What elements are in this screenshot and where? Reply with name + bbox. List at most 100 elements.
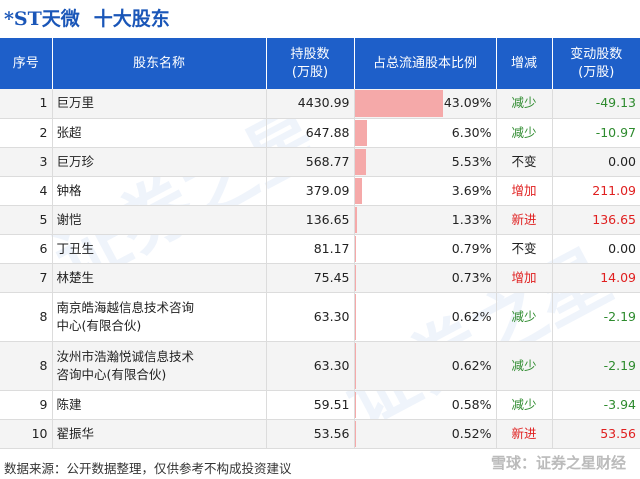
holder-name-cell: 林楚生 <box>52 263 267 293</box>
rank-cell: 8 <box>0 292 53 342</box>
ratio-cell: 5.53% <box>354 147 497 177</box>
ratio-bar <box>354 293 356 340</box>
change-type-label: 减少 <box>511 396 537 412</box>
header-shares: 持股数 (万股) <box>266 38 355 89</box>
change-shares-cell: -49.13 <box>552 89 640 119</box>
ratio-label: 0.79% <box>451 240 492 256</box>
table-row: 7 林楚生 75.45 0.73% 增加 14.09 <box>0 263 640 293</box>
shares-cell: 568.77 <box>266 147 355 177</box>
change-shares-cell: 211.09 <box>552 176 640 206</box>
shares-cell: 4430.99 <box>266 89 355 119</box>
holder-name-cell: 陈建 <box>52 390 267 420</box>
ratio-bar <box>354 119 368 146</box>
shares-cell: 63.30 <box>266 341 355 391</box>
change-type-cell: 减少 <box>496 341 553 391</box>
change-type-label: 新进 <box>511 425 537 441</box>
ratio-label: 1.33% <box>451 211 492 227</box>
holder-name-line: 丁丑生 <box>56 240 95 256</box>
rank-cell: 7 <box>0 263 53 293</box>
change-type-label: 增加 <box>511 182 537 198</box>
ratio-cell: 0.73% <box>354 263 497 293</box>
change-shares-cell: -2.19 <box>552 292 640 342</box>
chart-title: *ST天微 十大股东 <box>4 2 170 32</box>
data-source-note: 数据来源：公开数据整理，仅供参考不构成投资建议 <box>4 461 292 476</box>
change-type-label: 不变 <box>511 240 537 256</box>
ratio-cell: 0.52% <box>354 419 497 449</box>
change-type-label: 减少 <box>511 357 537 373</box>
shares-cell: 63.30 <box>266 292 355 342</box>
ratio-cell: 0.62% <box>354 341 497 391</box>
rank-cell: 10 <box>0 419 53 449</box>
ratio-cell: 0.62% <box>354 292 497 342</box>
ratio-label: 0.73% <box>451 269 492 285</box>
ratio-bar <box>354 148 366 175</box>
ratio-cell: 0.79% <box>354 234 497 264</box>
holder-name-cell: 巨万里 <box>52 89 267 119</box>
holder-name-cell: 张超 <box>52 118 267 148</box>
ratio-bar <box>354 342 356 389</box>
shares-cell: 136.65 <box>266 205 355 235</box>
change-shares-cell: 53.56 <box>552 419 640 449</box>
holder-name-line: 翟振华 <box>56 425 95 441</box>
ratio-bar <box>354 391 356 418</box>
change-type-cell: 减少 <box>496 390 553 420</box>
change-shares-cell: 14.09 <box>552 263 640 293</box>
change-type-cell: 增加 <box>496 176 553 206</box>
rank-cell: 3 <box>0 147 53 177</box>
change-type-cell: 新进 <box>496 419 553 449</box>
shares-cell: 59.51 <box>266 390 355 420</box>
table-row: 9 陈建 59.51 0.58% 减少 -3.94 <box>0 390 640 420</box>
table-row: 4 钟格 379.09 3.69% 增加 211.09 <box>0 176 640 206</box>
change-type-cell: 不变 <box>496 234 553 264</box>
ratio-label: 3.69% <box>451 182 492 198</box>
table-row: 2 张超 647.88 6.30% 减少 -10.97 <box>0 118 640 148</box>
ratio-label: 0.62% <box>451 308 492 324</box>
change-shares-cell: -3.94 <box>552 390 640 420</box>
rank-cell: 8 <box>0 341 53 391</box>
ratio-label: 0.62% <box>451 357 492 373</box>
change-type-label: 减少 <box>511 308 537 324</box>
holder-name-line: 巨万里 <box>56 95 95 111</box>
header-change-line2: (万股) <box>578 64 615 80</box>
change-type-cell: 不变 <box>496 147 553 177</box>
ratio-bar <box>354 206 358 233</box>
table-row: 10 翟振华 53.56 0.52% 新进 53.56 <box>0 419 640 449</box>
holder-name-cell: 谢恺 <box>52 205 267 235</box>
header-change-line1: 变动股数 <box>570 46 623 62</box>
ratio-label: 43.09% <box>443 95 492 111</box>
table-row: 5 谢恺 136.65 1.33% 新进 136.65 <box>0 205 640 235</box>
rank-cell: 1 <box>0 89 53 119</box>
change-shares-cell: 136.65 <box>552 205 640 235</box>
top-holders-table: 序号 股东名称 持股数 (万股) 占总流通股本比例 增减 变动股数 (万股) 1… <box>0 38 640 449</box>
holder-name-line: 陈建 <box>56 396 82 412</box>
change-type-cell: 减少 <box>496 292 553 342</box>
change-type-label: 减少 <box>511 95 537 111</box>
stock-name: *ST天微 <box>4 7 80 30</box>
rank-cell: 9 <box>0 390 53 420</box>
chart-subtitle: 十大股东 <box>93 7 170 30</box>
shares-cell: 75.45 <box>266 263 355 293</box>
ratio-cell: 0.58% <box>354 390 497 420</box>
change-type-cell: 减少 <box>496 118 553 148</box>
shares-cell: 379.09 <box>266 176 355 206</box>
ratio-label: 0.58% <box>451 396 492 412</box>
holder-name-line: 张超 <box>56 124 82 140</box>
change-type-cell: 新进 <box>496 205 553 235</box>
shares-cell: 81.17 <box>266 234 355 264</box>
ratio-label: 0.52% <box>451 425 492 441</box>
ratio-bar <box>354 264 356 291</box>
table-header-row: 序号 股东名称 持股数 (万股) 占总流通股本比例 增减 变动股数 (万股) <box>0 38 640 89</box>
change-shares-cell: -2.19 <box>552 341 640 391</box>
table-row: 3 巨万珍 568.77 5.53% 不变 0.00 <box>0 147 640 177</box>
header-shares-line1: 持股数 <box>290 46 330 62</box>
ratio-cell: 1.33% <box>354 205 497 235</box>
ratio-bar <box>354 177 363 204</box>
holder-name-cell: 钟格 <box>52 176 267 206</box>
ratio-cell: 43.09% <box>354 89 497 119</box>
change-type-label: 增加 <box>511 269 537 285</box>
holder-name-cell: 翟振华 <box>52 419 267 449</box>
holder-name-cell: 南京皓海越信息技术咨询 中心(有限合伙) <box>52 292 267 342</box>
change-shares-cell: -10.97 <box>552 118 640 148</box>
header-name: 股东名称 <box>52 38 267 89</box>
ratio-bar <box>354 90 443 117</box>
